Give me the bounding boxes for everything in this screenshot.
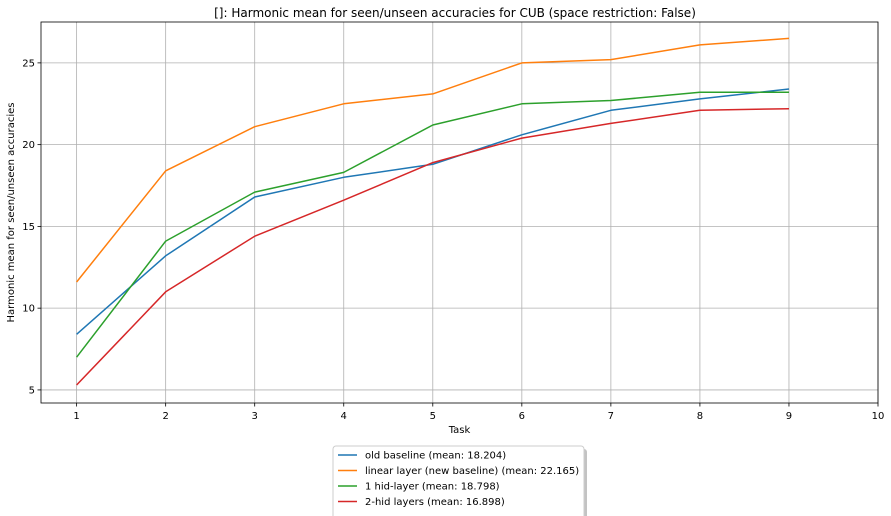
- grid-lines: [41, 22, 879, 403]
- x-axis-label: Task: [448, 425, 471, 436]
- legend-label-3: 1 hid-layer (mean: 18.798): [365, 482, 500, 493]
- x-tick-label: 1: [73, 411, 79, 422]
- series-line-1: [76, 88, 790, 335]
- x-tick-label: 4: [341, 411, 347, 422]
- x-tick-label: 6: [519, 411, 525, 422]
- x-tick-label: 8: [697, 411, 703, 422]
- x-tick-label: 10: [872, 411, 885, 422]
- series-line-4: [76, 107, 790, 386]
- x-tick-label: 3: [252, 411, 258, 422]
- series-lines: [76, 37, 790, 386]
- legend-label-1: old baseline (mean: 18.204): [365, 451, 506, 462]
- legend: old baseline (mean: 18.204) linear layer …: [332, 445, 587, 516]
- y-tick-label: 20: [22, 140, 35, 151]
- y-tick-label: 5: [29, 385, 35, 396]
- x-tick-label: 7: [608, 411, 614, 422]
- y-tick-label: 25: [22, 58, 35, 69]
- series-line-3: [76, 91, 789, 358]
- y-axis-label: Harmonic mean for seen/unseen accuracies: [6, 103, 17, 323]
- y-tick-label: 15: [22, 222, 35, 233]
- chart-title: []: Harmonic mean for seen/unseen accura…: [214, 6, 696, 20]
- series-line-2: [76, 37, 790, 283]
- x-tick-label: 2: [162, 411, 168, 422]
- legend-label-2: linear layer (new baseline) (mean: 22.16…: [365, 466, 579, 477]
- legend-label-4: 2-hid layers (mean: 16.898): [365, 497, 505, 508]
- plot-area: [40, 21, 879, 404]
- axis-ticks: 1 2 3 4 5 6 7 8 9 10 5 10 15 20 25: [22, 58, 884, 422]
- x-tick-label: 9: [786, 411, 792, 422]
- y-tick-label: 10: [22, 304, 35, 315]
- x-tick-label: 5: [430, 411, 436, 422]
